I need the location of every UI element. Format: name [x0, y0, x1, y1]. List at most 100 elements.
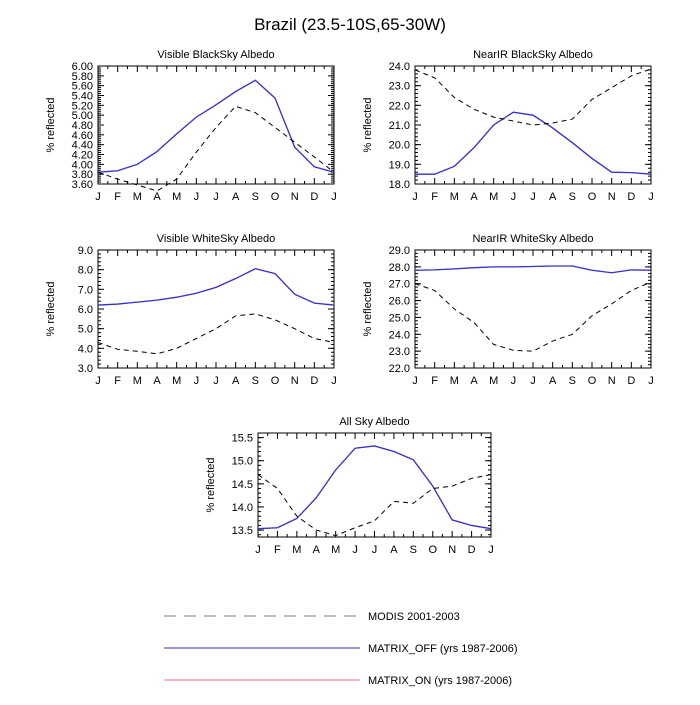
legend-label-modis: MODIS 2001-2003	[368, 611, 460, 623]
y-tick-label: 6.0	[78, 304, 93, 316]
x-tick-label: A	[153, 191, 161, 203]
x-tick-label: O	[588, 191, 597, 203]
panel-title: Visible BlackSky Albedo	[157, 49, 274, 61]
x-tick-label: J	[530, 191, 536, 203]
y-tick-label: 3.0	[78, 363, 93, 375]
panel-title: NearIR WhiteSky Albedo	[472, 233, 593, 245]
legend-label-matrix-off: MATRIX_OFF (yrs 1987-2006)	[368, 643, 518, 655]
x-tick-label: D	[627, 375, 635, 387]
y-tick-label: 21.0	[389, 120, 410, 132]
x-tick-label: J	[194, 191, 200, 203]
x-tick-label: J	[412, 191, 418, 203]
y-tick-label: 15.0	[232, 456, 253, 468]
y-tick-label: 22.0	[389, 363, 410, 375]
plot-frame	[414, 249, 652, 369]
x-tick-label: F	[114, 191, 121, 203]
y-axis-label: % reflected	[45, 97, 57, 152]
x-tick-label: M	[450, 191, 459, 203]
series-matrix-on	[257, 445, 492, 530]
x-tick-label: J	[352, 544, 358, 556]
y-tick-label: 9.0	[78, 245, 93, 257]
series-modis	[97, 313, 335, 355]
y-tick-label: 5.20	[72, 100, 93, 112]
x-tick-label: S	[252, 191, 259, 203]
x-tick-label: M	[133, 191, 142, 203]
x-tick-label: J	[412, 375, 418, 387]
y-tick-label: 8.0	[78, 265, 93, 277]
y-tick-label: 5.80	[72, 71, 93, 83]
x-tick-label: S	[569, 375, 576, 387]
x-tick-label: A	[390, 544, 398, 556]
series-matrix-off	[97, 79, 335, 173]
x-tick-label: M	[292, 544, 301, 556]
x-tick-label: D	[627, 191, 635, 203]
x-tick-label: M	[450, 375, 459, 387]
x-tick-label: O	[271, 375, 280, 387]
x-tick-label: J	[648, 375, 654, 387]
x-tick-label: J	[255, 544, 261, 556]
x-tick-label: D	[468, 544, 476, 556]
x-tick-label: N	[608, 375, 616, 387]
y-tick-label: 20.0	[389, 140, 410, 152]
x-tick-label: S	[410, 544, 417, 556]
x-tick-label: J	[95, 191, 101, 203]
x-tick-label: F	[114, 375, 121, 387]
series-modis	[414, 281, 652, 352]
x-tick-label: F	[274, 544, 281, 556]
panel-title: NearIR BlackSky Albedo	[473, 49, 593, 61]
x-tick-label: J	[488, 544, 494, 556]
y-tick-label: 29.0	[389, 245, 410, 257]
y-tick-label: 24.0	[389, 61, 410, 73]
y-tick-label: 4.40	[72, 140, 93, 152]
y-axis-label: % reflected	[362, 281, 374, 336]
panel-title: All Sky Albedo	[339, 416, 409, 428]
x-tick-label: N	[291, 191, 299, 203]
series-matrix-off	[414, 265, 652, 274]
x-tick-label: J	[213, 191, 219, 203]
x-tick-label: A	[313, 544, 321, 556]
x-tick-label: J	[331, 191, 337, 203]
y-tick-label: 4.00	[72, 159, 93, 171]
y-tick-label: 6.00	[72, 61, 93, 73]
y-tick-label: 4.0	[78, 343, 93, 355]
y-tick-label: 4.60	[72, 130, 93, 142]
x-tick-label: N	[608, 191, 616, 203]
y-tick-label: 28.0	[389, 262, 410, 274]
x-tick-label: S	[252, 375, 259, 387]
y-axis-label: % reflected	[205, 457, 217, 512]
x-tick-label: N	[448, 544, 456, 556]
y-tick-label: 18.0	[389, 179, 410, 191]
series-matrix-off	[97, 267, 335, 306]
y-tick-label: 27.0	[389, 279, 410, 291]
series-matrix-on	[415, 111, 652, 175]
x-tick-label: M	[331, 544, 340, 556]
x-tick-label: J	[511, 375, 517, 387]
series-matrix-on	[97, 79, 335, 173]
x-tick-label: M	[489, 375, 498, 387]
y-axis-label: % reflected	[45, 281, 57, 336]
x-tick-label: D	[310, 375, 318, 387]
figure-title: Brazil (23.5-10S,65-30W)	[254, 15, 446, 34]
x-tick-label: M	[172, 375, 181, 387]
y-tick-label: 23.0	[389, 81, 410, 93]
x-tick-label: A	[549, 375, 557, 387]
x-tick-label: N	[291, 375, 299, 387]
x-tick-label: A	[549, 191, 557, 203]
plot-frame	[97, 249, 335, 369]
series-modis	[414, 68, 652, 126]
y-tick-label: 24.0	[389, 329, 410, 341]
x-tick-label: F	[431, 191, 438, 203]
y-tick-label: 5.0	[78, 324, 93, 336]
y-tick-label: 14.0	[232, 502, 253, 514]
series-matrix-off	[415, 111, 652, 175]
plot-frame	[97, 65, 335, 185]
series-modis	[257, 474, 492, 537]
y-tick-label: 5.00	[72, 110, 93, 122]
legend: MODIS 2001-2003 MATRIX_OFF (yrs 1987-200…	[164, 611, 518, 687]
x-tick-label: M	[489, 191, 498, 203]
x-tick-label: A	[470, 375, 478, 387]
